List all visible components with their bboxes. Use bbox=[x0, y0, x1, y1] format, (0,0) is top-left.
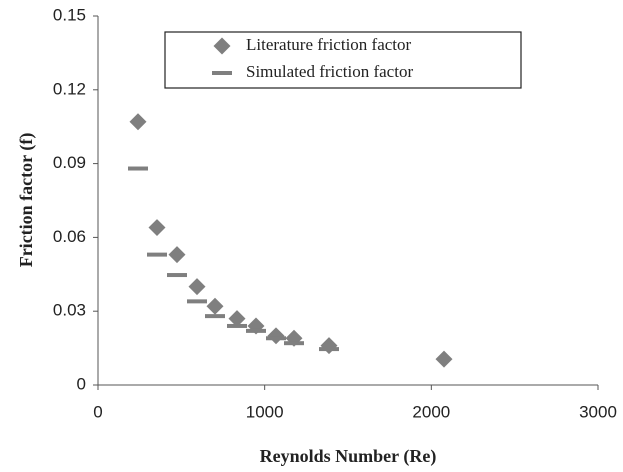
legend-marker bbox=[212, 71, 232, 75]
x-tick-label: 3000 bbox=[579, 402, 617, 421]
y-tick-label: 0 bbox=[77, 374, 86, 393]
data-point bbox=[435, 350, 453, 368]
data-point bbox=[129, 113, 147, 131]
data-point bbox=[128, 166, 148, 171]
data-point bbox=[167, 273, 187, 278]
x-tick-label: 1000 bbox=[246, 402, 284, 421]
data-point bbox=[168, 246, 186, 264]
data-point bbox=[205, 314, 225, 319]
legend-box bbox=[164, 31, 522, 89]
legend-label: Literature friction factor bbox=[246, 35, 412, 54]
data-point bbox=[246, 328, 266, 333]
legend-label: Simulated friction factor bbox=[246, 62, 413, 81]
data-point bbox=[148, 219, 166, 237]
data-point bbox=[284, 341, 304, 346]
y-tick-label: 0.15 bbox=[53, 5, 86, 24]
data-point bbox=[206, 297, 224, 315]
y-tick-label: 0.03 bbox=[53, 301, 86, 320]
data-point bbox=[266, 336, 286, 341]
data-point bbox=[147, 252, 167, 257]
data-point bbox=[319, 347, 339, 352]
data-point bbox=[320, 337, 338, 355]
data-point bbox=[187, 299, 207, 304]
y-axis-title: Friction factor (f) bbox=[16, 133, 37, 268]
y-tick-label: 0.12 bbox=[53, 79, 86, 98]
data-point bbox=[267, 327, 285, 345]
y-tick-label: 0.06 bbox=[53, 227, 86, 246]
y-tick-label: 0.09 bbox=[53, 153, 86, 172]
data-point bbox=[228, 310, 246, 328]
data-point bbox=[227, 323, 247, 328]
x-tick-label: 0 bbox=[93, 402, 102, 421]
x-axis-title: Reynolds Number (Re) bbox=[260, 446, 437, 467]
data-point bbox=[188, 278, 206, 296]
x-tick-label: 2000 bbox=[412, 402, 450, 421]
